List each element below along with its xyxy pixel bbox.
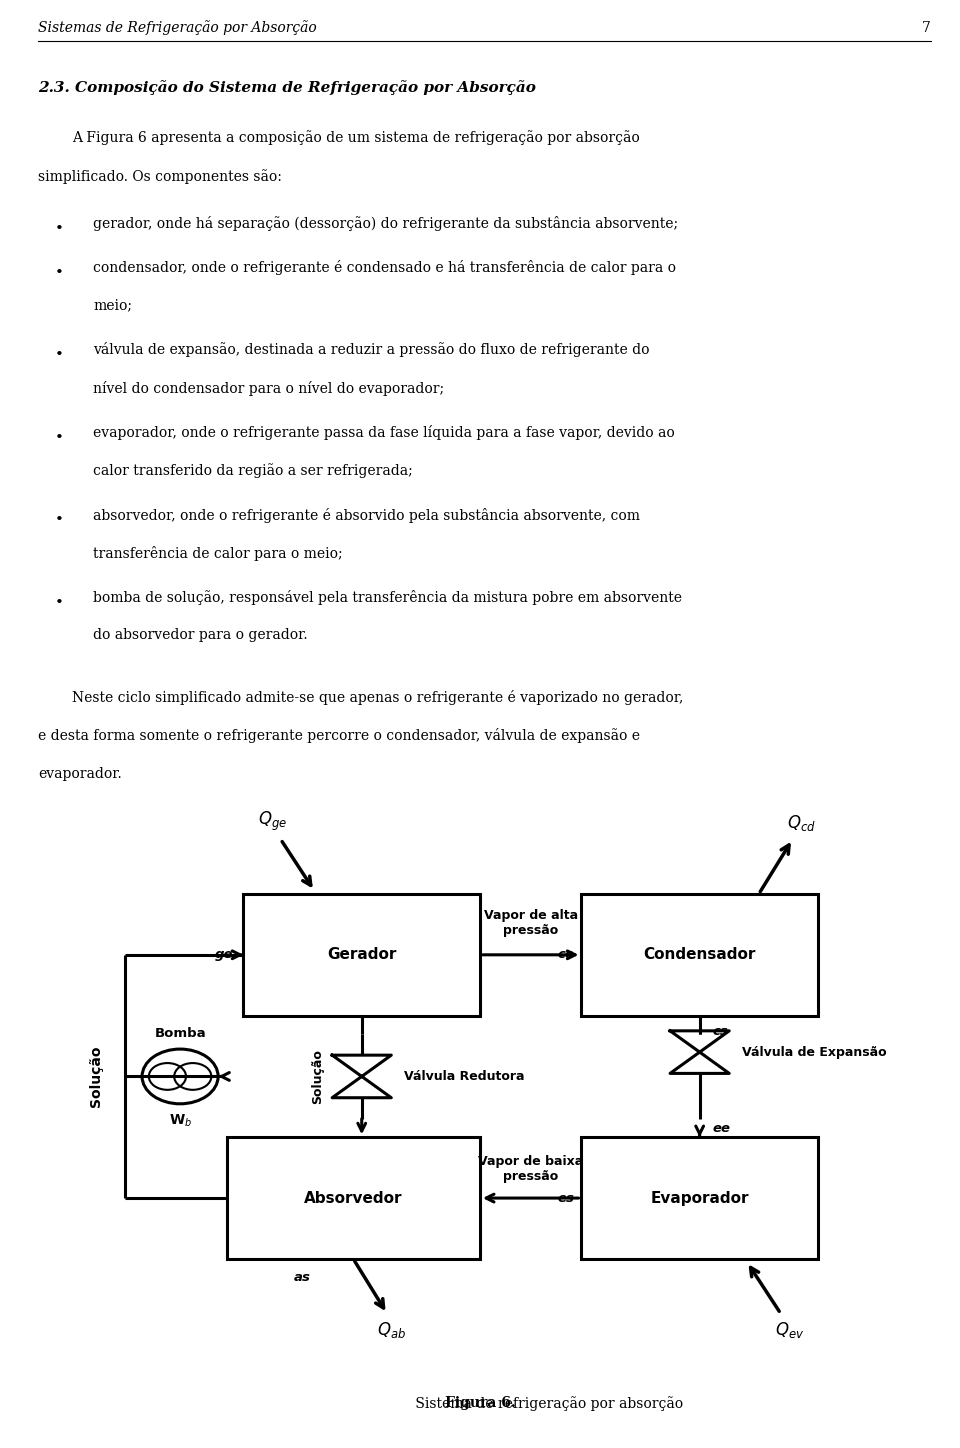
Text: transferência de calor para o meio;: transferência de calor para o meio; <box>93 546 343 560</box>
Text: Figura 6.: Figura 6. <box>444 1396 516 1410</box>
Bar <box>227 1137 480 1258</box>
Text: condensador, onde o refrigerante é condensado e há transferência de calor para o: condensador, onde o refrigerante é conde… <box>93 261 676 275</box>
Text: ge: ge <box>215 948 233 961</box>
Bar <box>582 1137 818 1258</box>
Text: Gerador: Gerador <box>327 947 396 963</box>
Text: $Q_{ev}$: $Q_{ev}$ <box>775 1319 804 1339</box>
Text: calor transferido da região a ser refrigerada;: calor transferido da região a ser refrig… <box>93 463 413 478</box>
Text: Válvula Redutora: Válvula Redutora <box>404 1070 524 1083</box>
Text: 7: 7 <box>923 22 931 35</box>
Text: Bomba: Bomba <box>155 1027 205 1040</box>
Text: Vapor de alta
pressão: Vapor de alta pressão <box>484 908 578 937</box>
Text: •: • <box>55 595 63 610</box>
Text: e desta forma somente o refrigerante percorre o condensador, válvula de expansão: e desta forma somente o refrigerante per… <box>38 728 640 743</box>
Text: cs: cs <box>712 1025 728 1038</box>
Text: $Q_{cd}$: $Q_{cd}$ <box>786 814 815 833</box>
Text: nível do condensador para o nível do evaporador;: nível do condensador para o nível do eva… <box>93 381 444 395</box>
Bar <box>582 893 818 1015</box>
Text: •: • <box>55 348 63 362</box>
Text: Condensador: Condensador <box>643 947 756 963</box>
Text: ee: ee <box>712 1122 731 1135</box>
Text: •: • <box>55 430 63 445</box>
Text: Absorvedor: Absorvedor <box>304 1190 402 1206</box>
Text: $Q_{ab}$: $Q_{ab}$ <box>376 1319 406 1339</box>
Text: •: • <box>55 222 63 236</box>
Text: Solução: Solução <box>311 1048 324 1103</box>
Text: •: • <box>55 513 63 527</box>
Text: Evaporador: Evaporador <box>650 1190 749 1206</box>
Text: W$_b$: W$_b$ <box>169 1114 192 1129</box>
Text: ce: ce <box>558 948 575 961</box>
Text: simplificado. Os componentes são:: simplificado. Os componentes são: <box>38 169 282 184</box>
Text: Sistema de refrigeração por absorção: Sistema de refrigeração por absorção <box>411 1396 684 1410</box>
Text: do absorvedor para o gerador.: do absorvedor para o gerador. <box>93 628 308 643</box>
Text: A Figura 6 apresenta a composição de um sistema de refrigeração por absorção: A Figura 6 apresenta a composição de um … <box>72 130 639 145</box>
Text: gerador, onde há separação (dessorção) do refrigerante da substância absorvente;: gerador, onde há separação (dessorção) d… <box>93 216 679 230</box>
Text: evaporador.: evaporador. <box>38 766 122 780</box>
Text: válvula de expansão, destinada a reduzir a pressão do fluxo de refrigerante do: válvula de expansão, destinada a reduzir… <box>93 342 650 358</box>
Text: $Q_{ge}$: $Q_{ge}$ <box>257 809 287 833</box>
Text: meio;: meio; <box>93 298 132 313</box>
Text: •: • <box>55 265 63 279</box>
Text: evaporador, onde o refrigerante passa da fase líquida para a fase vapor, devido : evaporador, onde o refrigerante passa da… <box>93 424 675 440</box>
Text: absorvedor, onde o refrigerante é absorvido pela substância absorvente, com: absorvedor, onde o refrigerante é absorv… <box>93 507 640 523</box>
Text: bomba de solução, responsável pela transferência da mistura pobre em absorvente: bomba de solução, responsável pela trans… <box>93 589 683 605</box>
Text: Válvula de Expansão: Válvula de Expansão <box>742 1045 886 1058</box>
Text: Sistemas de Refrigeração por Absorção: Sistemas de Refrigeração por Absorção <box>38 20 317 35</box>
Text: es: es <box>558 1192 575 1205</box>
Text: Vapor de baixa
pressão: Vapor de baixa pressão <box>478 1156 584 1183</box>
Bar <box>244 893 480 1015</box>
Text: as: as <box>294 1271 311 1284</box>
Text: Solução: Solução <box>88 1045 103 1108</box>
Text: Neste ciclo simplificado admite-se que apenas o refrigerante é vaporizado no ger: Neste ciclo simplificado admite-se que a… <box>72 689 684 705</box>
Text: 2.3. Composição do Sistema de Refrigeração por Absorção: 2.3. Composição do Sistema de Refrigeraç… <box>38 80 537 94</box>
